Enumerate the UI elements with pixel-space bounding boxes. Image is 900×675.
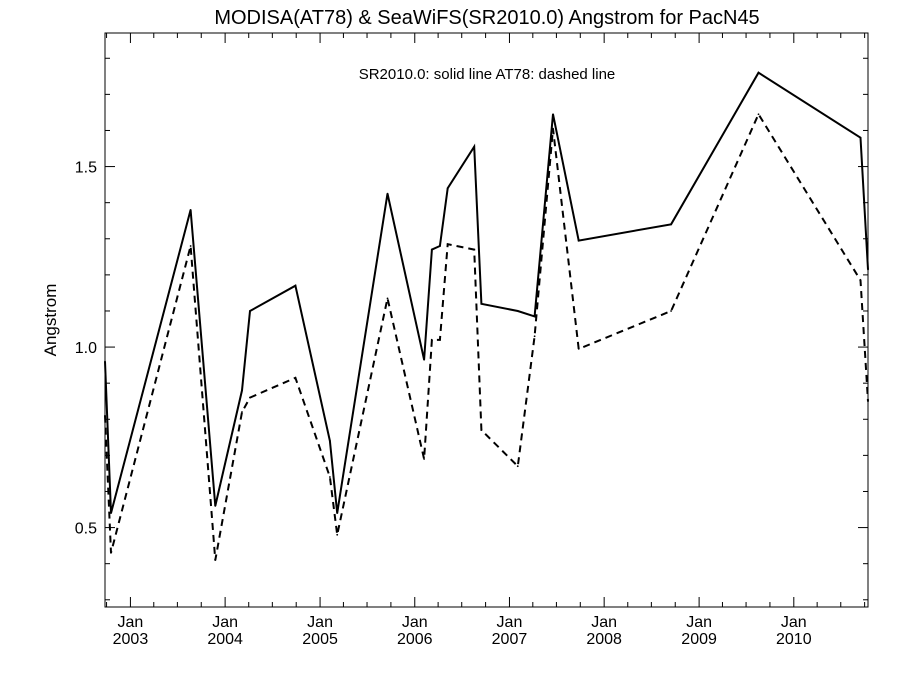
- data-point-sr2010-0: [189, 208, 192, 211]
- data-point-at78: [423, 458, 426, 460]
- x-tick-label-year: 2008: [586, 631, 622, 648]
- data-point-at78: [214, 559, 217, 561]
- data-point-sr2010-0: [386, 192, 389, 195]
- y-tick-labels: 0.5 1.0 1.5: [75, 160, 97, 538]
- data-point-sr2010-0: [552, 113, 554, 116]
- data-point-sr2010-0: [867, 268, 869, 271]
- data-point-sr2010-0: [104, 360, 106, 363]
- x-tick-label-month: Jan: [781, 614, 807, 631]
- data-point-at78: [241, 411, 243, 413]
- data-point-sr2010-0: [336, 512, 339, 515]
- data-point-sr2010-0: [329, 440, 331, 442]
- data-point-at78: [757, 113, 760, 116]
- data-point-sr2010-0: [533, 315, 536, 318]
- axis-ticks: [105, 33, 868, 607]
- x-tick-label-month: Jan: [591, 614, 617, 631]
- x-tick-label-month: Jan: [307, 614, 333, 631]
- data-point-sr2010-0: [110, 512, 112, 515]
- series-line-at78: [104, 112, 869, 561]
- data-point-sr2010-0: [423, 358, 426, 361]
- data-point-at78: [859, 279, 862, 282]
- x-tick-label-year: 2009: [681, 631, 717, 648]
- x-tick-label-month: Jan: [212, 614, 238, 631]
- y-tick-label: 1.5: [75, 160, 97, 177]
- series-points: [104, 71, 869, 561]
- y-axis-label: Angstrom: [41, 284, 60, 357]
- data-point-at78: [552, 127, 554, 130]
- x-tick-label-month: Jan: [497, 614, 523, 631]
- x-tick-label-month: Jan: [402, 614, 428, 631]
- data-point-at78: [189, 245, 192, 247]
- data-point-sr2010-0: [214, 505, 217, 507]
- data-point-at78: [110, 551, 112, 554]
- data-point-at78: [336, 533, 339, 536]
- data-point-at78: [473, 248, 476, 251]
- data-point-sr2010-0: [439, 245, 441, 247]
- data-point-sr2010-0: [516, 310, 519, 312]
- data-point-sr2010-0: [473, 145, 476, 148]
- plot-frame: [104, 32, 869, 608]
- data-point-at78: [430, 338, 433, 341]
- chart-title: MODISA(AT78) & SeaWiFS(SR2010.0) Angstro…: [214, 7, 759, 29]
- data-point-sr2010-0: [859, 136, 862, 139]
- data-point-sr2010-0: [577, 239, 580, 242]
- data-point-at78: [516, 465, 519, 468]
- data-point-at78: [577, 347, 580, 350]
- series-lines: [104, 71, 869, 561]
- x-tick-label-year: 2010: [776, 631, 812, 648]
- data-point-at78: [386, 297, 389, 300]
- plot-area: SR2010.0: solid line AT78: dashed line: [104, 32, 869, 608]
- x-tick-label-month: Jan: [686, 614, 712, 631]
- data-point-sr2010-0: [294, 284, 297, 287]
- legend-annotation: SR2010.0: solid line AT78: dashed line: [359, 66, 616, 83]
- y-tick-label: 0.5: [75, 521, 97, 538]
- data-point-sr2010-0: [430, 248, 433, 251]
- data-point-at78: [249, 396, 251, 399]
- data-point-at78: [439, 338, 441, 341]
- data-point-at78: [867, 400, 869, 403]
- data-point-at78: [329, 476, 331, 478]
- x-tick-label-year: 2003: [113, 631, 149, 648]
- x-tick-label-year: 2006: [397, 631, 433, 648]
- x-tick-label-year: 2007: [492, 631, 528, 648]
- data-point-at78: [533, 335, 536, 338]
- data-point-at78: [104, 414, 106, 417]
- data-point-sr2010-0: [249, 310, 251, 312]
- data-point-at78: [294, 376, 297, 379]
- data-point-sr2010-0: [670, 223, 672, 226]
- data-point-sr2010-0: [241, 389, 243, 392]
- x-tick-labels: Jan2003Jan2004Jan2005Jan2006Jan2007Jan20…: [113, 614, 812, 648]
- data-point-sr2010-0: [757, 71, 760, 74]
- series-line-sr2010-0: [104, 71, 869, 514]
- data-point-at78: [670, 310, 672, 312]
- x-tick-label-year: 2005: [302, 631, 338, 648]
- y-tick-label: 1.0: [75, 340, 97, 357]
- data-point-sr2010-0: [480, 302, 483, 305]
- data-point-sr2010-0: [446, 187, 449, 190]
- x-tick-label-year: 2004: [207, 631, 243, 648]
- data-point-at78: [446, 243, 449, 246]
- x-tick-label-month: Jan: [118, 614, 144, 631]
- data-point-at78: [480, 429, 483, 432]
